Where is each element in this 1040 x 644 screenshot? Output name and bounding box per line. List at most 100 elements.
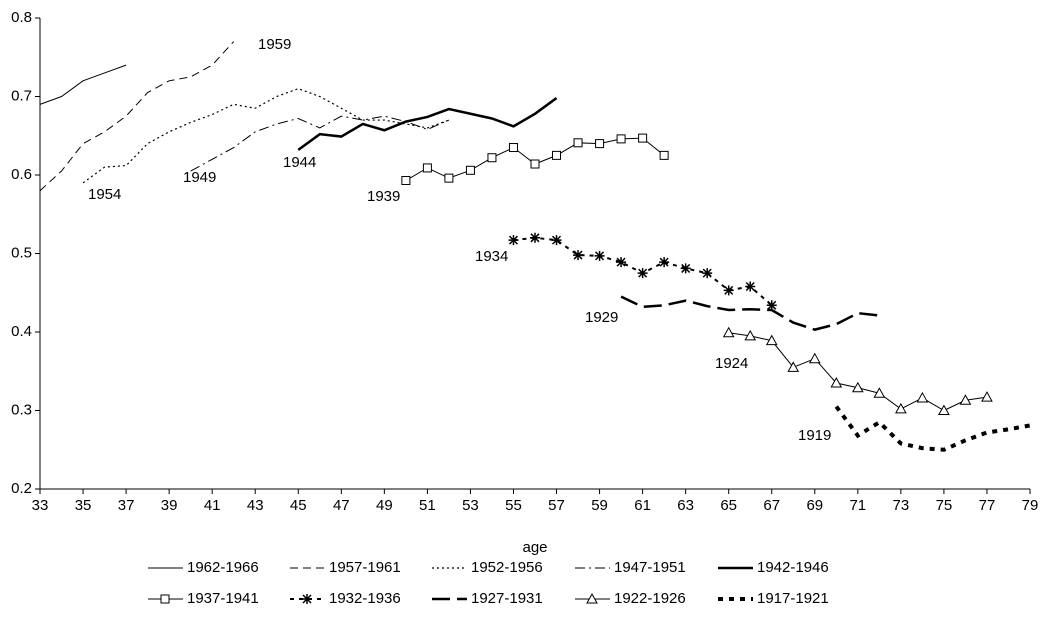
x-tick-label: 55 — [505, 497, 522, 514]
x-tick-label: 63 — [677, 497, 694, 514]
series-line — [39, 41, 235, 192]
y-tick-label: 0.7 — [11, 87, 32, 104]
x-tick-label: 75 — [936, 497, 953, 514]
marker — [444, 173, 454, 183]
series-annotation: 1939 — [367, 188, 400, 205]
marker — [552, 150, 562, 160]
y-tick-label: 0.2 — [11, 480, 32, 497]
legend-label: 1957-1961 — [329, 559, 401, 576]
legend-marker — [160, 594, 170, 604]
series-annotation: 1944 — [283, 154, 316, 171]
marker — [702, 268, 713, 279]
legend-label: 1947-1951 — [614, 559, 686, 576]
marker — [766, 300, 777, 311]
legend-label: 1917-1921 — [757, 590, 829, 607]
marker — [594, 250, 605, 261]
legend-label: 1942-1946 — [757, 559, 829, 576]
x-axis-label: age — [522, 539, 547, 556]
series-line — [82, 88, 450, 184]
series-line — [39, 64, 127, 105]
x-tick-label: 71 — [849, 497, 866, 514]
marker — [551, 235, 562, 246]
legend-label: 1962-1966 — [187, 559, 259, 576]
series-annotation: 1959 — [258, 36, 291, 53]
x-tick-label: 73 — [893, 497, 910, 514]
x-tick-label: 67 — [763, 497, 780, 514]
marker — [745, 281, 756, 292]
x-tick-label: 47 — [333, 497, 350, 514]
marker — [638, 133, 648, 143]
marker — [959, 394, 972, 405]
series-line — [190, 115, 450, 172]
x-tick-label: 33 — [32, 497, 49, 514]
x-tick-label: 39 — [161, 497, 178, 514]
marker — [938, 404, 950, 415]
marker — [659, 257, 670, 268]
marker — [830, 376, 843, 388]
x-tick-label: 51 — [419, 497, 436, 514]
marker — [916, 391, 929, 403]
y-tick-label: 0.6 — [11, 166, 32, 183]
legend-label: 1927-1931 — [471, 590, 543, 607]
marker — [637, 268, 648, 279]
y-tick-label: 0.8 — [11, 9, 32, 26]
legend-marker — [302, 594, 312, 604]
legend-marker — [586, 592, 598, 604]
series-line — [834, 405, 1031, 452]
series-annotation: 1954 — [88, 186, 121, 203]
marker — [573, 250, 584, 261]
x-tick-label: 45 — [290, 497, 307, 514]
marker — [616, 257, 627, 268]
series-annotation: 1924 — [715, 355, 748, 372]
marker — [808, 352, 821, 364]
legend-label: 1922-1926 — [614, 590, 686, 607]
marker — [401, 175, 411, 185]
series-line — [620, 295, 880, 331]
series-annotation: 1919 — [798, 427, 831, 444]
marker — [573, 138, 583, 148]
x-tick-label: 37 — [118, 497, 135, 514]
marker — [744, 329, 757, 341]
marker — [851, 381, 864, 393]
legend-label: 1952-1956 — [471, 559, 543, 576]
marker — [981, 391, 993, 402]
y-tick-label: 0.5 — [11, 244, 32, 261]
marker — [508, 235, 519, 246]
marker — [787, 361, 800, 372]
marker — [895, 402, 907, 414]
x-tick-label: 53 — [462, 497, 479, 514]
marker — [487, 153, 497, 163]
marker — [530, 159, 540, 169]
series-annotation: 1949 — [183, 169, 216, 186]
marker — [722, 326, 735, 338]
y-tick-label: 0.3 — [11, 401, 32, 418]
x-tick-label: 41 — [204, 497, 221, 514]
legend-label: 1932-1936 — [329, 590, 401, 607]
marker — [616, 134, 626, 144]
marker — [422, 163, 432, 173]
x-tick-label: 65 — [720, 497, 737, 514]
series-annotation: 1929 — [585, 309, 618, 326]
x-tick-label: 61 — [634, 497, 651, 514]
x-tick-label: 57 — [548, 497, 565, 514]
series-annotation: 1934 — [475, 248, 508, 265]
x-tick-label: 35 — [75, 497, 92, 514]
marker — [873, 387, 886, 398]
x-tick-label: 43 — [247, 497, 264, 514]
marker — [508, 143, 518, 153]
marker — [680, 263, 691, 274]
marker — [465, 165, 475, 175]
marker — [530, 232, 540, 243]
legend-label: 1937-1941 — [187, 590, 259, 607]
x-tick-label: 59 — [591, 497, 608, 514]
x-tick-label: 69 — [806, 497, 823, 514]
x-tick-label: 79 — [1022, 497, 1039, 514]
marker — [765, 334, 778, 346]
marker — [595, 139, 605, 149]
marker — [659, 150, 669, 160]
y-tick-label: 0.4 — [11, 323, 32, 340]
x-tick-label: 77 — [979, 497, 996, 514]
series-line — [297, 97, 558, 151]
x-tick-label: 49 — [376, 497, 393, 514]
